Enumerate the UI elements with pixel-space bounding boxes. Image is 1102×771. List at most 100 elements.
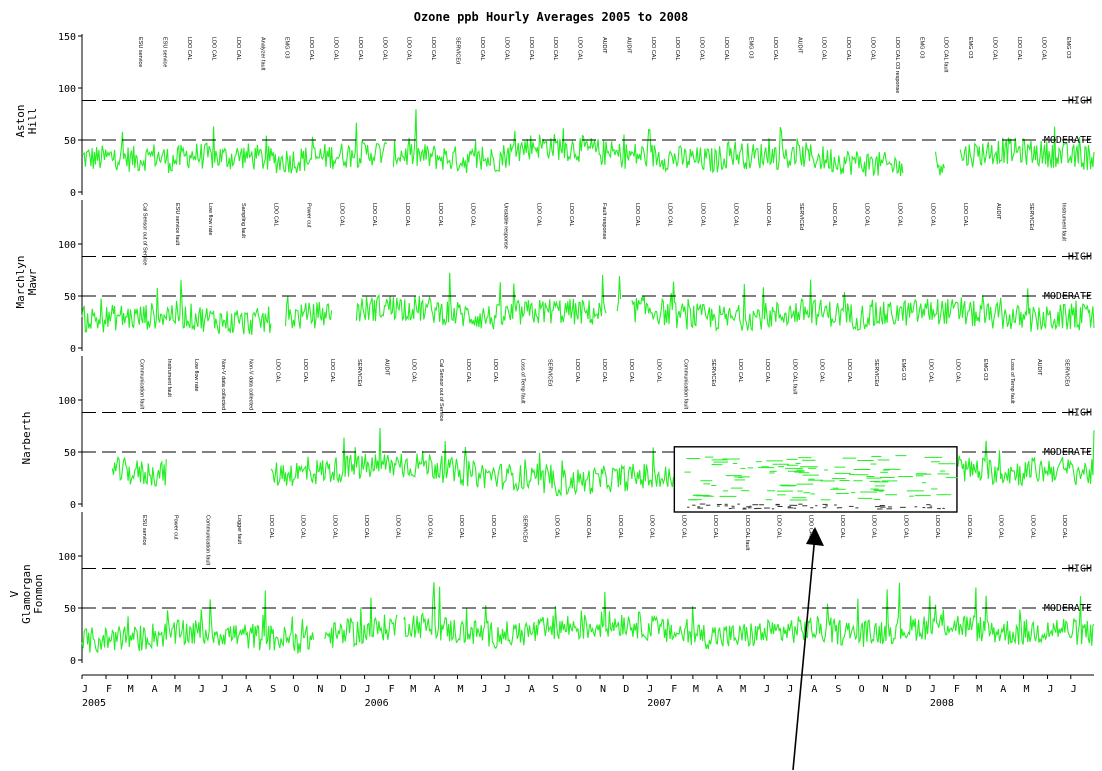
event-label: Instrument fault xyxy=(166,359,172,397)
event-label: EMG O3 xyxy=(918,37,924,58)
x-tick-label: F xyxy=(671,684,677,695)
event-label: LDO CAL xyxy=(535,203,541,227)
event-label: LDO CAL xyxy=(839,515,845,539)
event-label: LDO CAL xyxy=(821,37,827,61)
panel-label-line: Narberth xyxy=(20,412,33,465)
x-tick-label: A xyxy=(152,684,158,695)
y-tick-label: 100 xyxy=(58,84,76,95)
y-tick-label: 50 xyxy=(64,448,76,459)
event-label: SERVICEd xyxy=(798,203,804,230)
x-tick-label: M xyxy=(740,684,746,695)
event-label: Non-V data collected xyxy=(247,359,253,410)
event-label: LDO CAL xyxy=(300,515,306,539)
event-label: LDO CAL xyxy=(680,515,686,539)
event-label: SERVICEd xyxy=(356,359,362,386)
event-label: Non-V data collected xyxy=(220,359,226,410)
event-label: LDO CAL xyxy=(465,359,471,383)
event-label: LDO CAL xyxy=(338,203,344,227)
x-tick-label: J xyxy=(1071,684,1077,695)
band-label-moderate: MODERATE xyxy=(1044,603,1092,614)
panel-label-line: Mawr xyxy=(26,268,39,295)
event-label: LDO CAL xyxy=(870,37,876,61)
x-tick-label: A xyxy=(529,684,535,695)
event-label: LDO CAL xyxy=(732,203,738,227)
event-label: Cal Sensor out of Service xyxy=(438,359,444,421)
x-tick-label: N xyxy=(600,684,606,695)
x-tick-label: J xyxy=(199,684,205,695)
event-label: LDO CAL xyxy=(1061,515,1067,539)
panel-aston-hill: 150 100 50 0 AstonHill HIGH MODERATE ESU servic… xyxy=(14,32,1095,199)
event-label: LDO CAL xyxy=(699,37,705,61)
panel-label-line: Aston xyxy=(14,104,27,137)
panel-marchlyn-mawr: 100 50 0 MarchlynMawr HIGH MODERATE Cal Sensor… xyxy=(14,200,1095,355)
x-tick-label: J xyxy=(787,684,793,695)
x-tick-label: O xyxy=(293,684,299,695)
x-tick-label: A xyxy=(717,684,723,695)
x-tick-label: J xyxy=(482,684,488,695)
event-label: Analyzer fault xyxy=(259,37,265,71)
event-label: ESU service xyxy=(141,515,147,545)
band-label-moderate: MODERATE xyxy=(1044,447,1092,458)
x-tick-label: N xyxy=(317,684,323,695)
x-tick-label: M xyxy=(693,684,699,695)
y-tick-label: 50 xyxy=(64,604,76,615)
panel-label-line: Glamorgan xyxy=(20,564,33,624)
event-label: ESU service xyxy=(137,37,143,67)
event-label: Sampling fault xyxy=(240,203,246,238)
event-label: AUDIT xyxy=(601,37,607,54)
event-label: LDO CAL xyxy=(577,37,583,61)
x-tick-label: J xyxy=(82,684,88,695)
event-label: Communication fault xyxy=(683,359,689,410)
event-label: ESU service fault xyxy=(174,203,180,246)
event-label: LDO CAL O3 response xyxy=(894,37,900,93)
event-label: Power cut xyxy=(173,515,179,540)
event-label: Cal Sensor out of Service xyxy=(141,203,147,265)
event-label: LDO CAL xyxy=(552,37,558,61)
x-tick-label: D xyxy=(341,684,347,695)
event-label: LDO CAL xyxy=(667,203,673,227)
x-tick-label: A xyxy=(434,684,440,695)
event-label: LDO CAL xyxy=(357,37,363,61)
panel-narberth: 100 50 0 Narberth HIGH MODERATE Communication … xyxy=(20,356,1095,511)
event-label: LDO CAL fault xyxy=(744,515,750,551)
event-label: LDO CAL xyxy=(235,37,241,61)
band-label-high: HIGH xyxy=(1068,563,1092,574)
band-label-high: HIGH xyxy=(1068,407,1092,418)
y-tick-label: 100 xyxy=(58,396,76,407)
x-tick-label: D xyxy=(623,684,629,695)
event-label: LDO CAL xyxy=(404,203,410,227)
event-label: LDO CAL xyxy=(617,515,623,539)
panel-label-line: Marchlyn xyxy=(14,256,27,309)
event-label: LDO CAL xyxy=(845,37,851,61)
year-label: 2006 xyxy=(365,698,389,709)
event-label: LDO CAL xyxy=(955,359,961,383)
y-tick-label: 50 xyxy=(64,292,76,303)
event-label: LDO CAL xyxy=(479,37,485,61)
x-tick-label: N xyxy=(883,684,889,695)
x-tick-label: M xyxy=(458,684,464,695)
x-tick-label: M xyxy=(175,684,181,695)
panel-label-line: V xyxy=(8,590,21,597)
event-label: SERVICEd xyxy=(455,37,461,64)
x-tick-label: S xyxy=(270,684,276,695)
event-label: LDO CAL xyxy=(650,37,656,61)
x-tick-label: J xyxy=(505,684,511,695)
event-label: LDO CAL xyxy=(363,515,369,539)
x-tick-label: J xyxy=(365,684,371,695)
event-label: LDO CAL xyxy=(406,37,412,61)
panels: 150 100 50 0 AstonHill HIGH MODERATE ESU servic… xyxy=(8,32,1095,667)
event-label: LDO CAL xyxy=(934,515,940,539)
event-label: EMG O3 xyxy=(982,359,988,380)
y-tick-label: 100 xyxy=(58,240,76,251)
y-tick-label: 150 xyxy=(58,32,76,43)
x-tick-label: D xyxy=(906,684,912,695)
event-label: LDO CAL xyxy=(371,203,377,227)
event-label: LDO CAL xyxy=(966,515,972,539)
event-label: LDO CAL xyxy=(649,515,655,539)
x-tick-label: A xyxy=(811,684,817,695)
series-line xyxy=(81,582,1095,654)
event-label: LDO CAL xyxy=(871,515,877,539)
event-label: Fault response xyxy=(601,203,607,239)
band-label-high: HIGH xyxy=(1068,251,1092,262)
